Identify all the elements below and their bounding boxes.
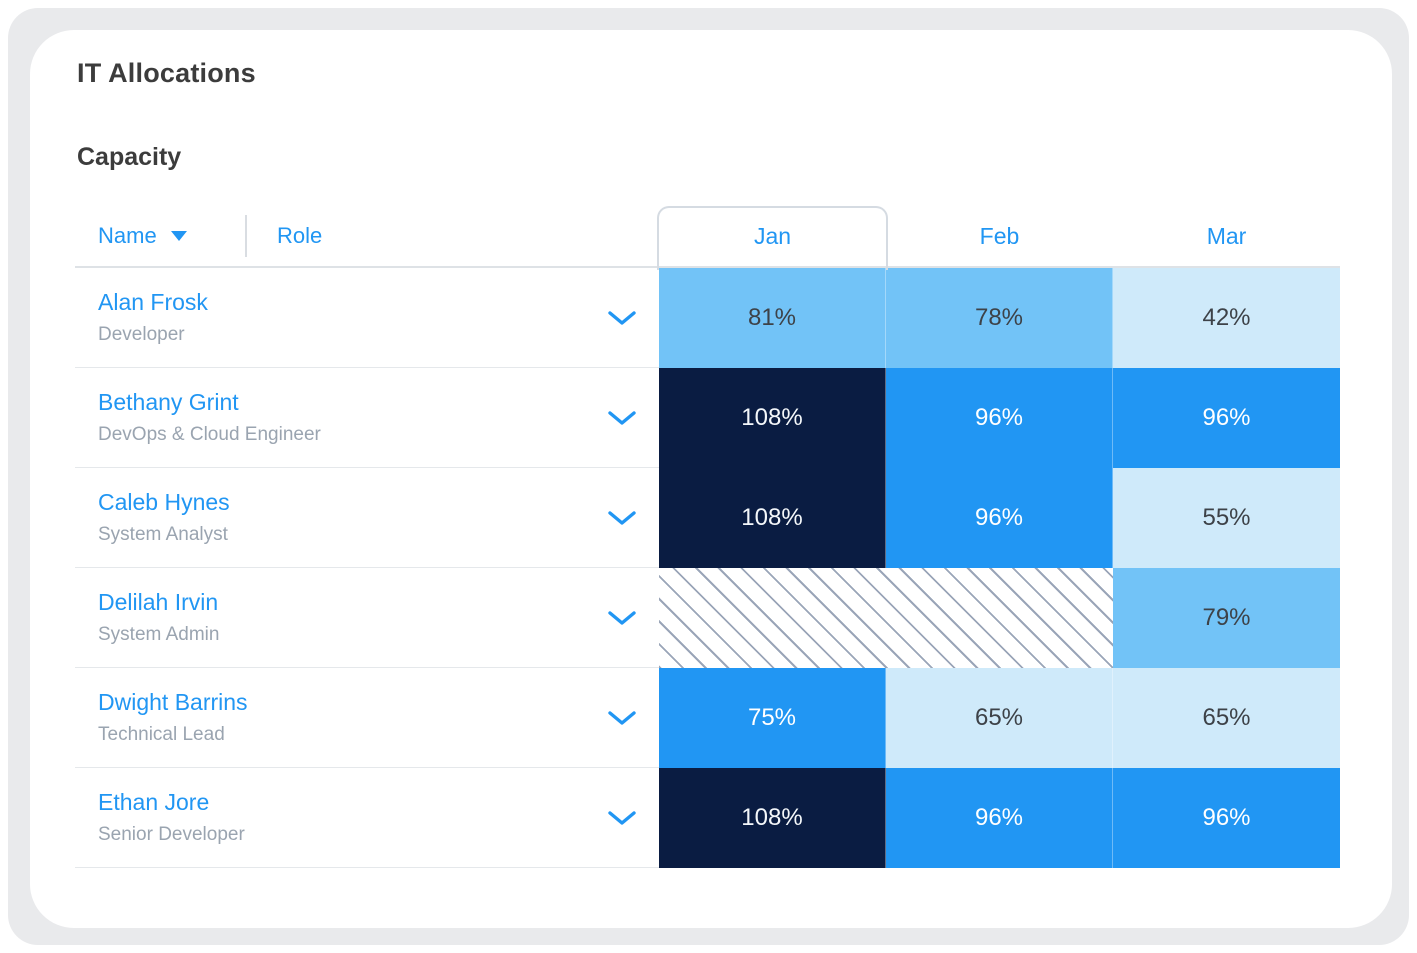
capacity-cell-feb[interactable]: 96% (886, 768, 1113, 868)
capacity-cell-mar[interactable]: 42% (1113, 268, 1340, 368)
person-name[interactable]: Delilah Irvin (98, 589, 219, 615)
name-column-header[interactable]: Name (98, 223, 157, 248)
capacity-cell-mar[interactable]: 96% (1113, 368, 1340, 468)
person-cell[interactable]: Delilah Irvin System Admin (75, 568, 659, 668)
capacity-cell-jan[interactable]: 108% (659, 768, 886, 868)
chevron-down-icon[interactable] (607, 610, 637, 626)
table-row: Bethany Grint DevOps & Cloud Engineer 10… (75, 368, 1340, 468)
person-role: Senior Developer (98, 824, 245, 845)
person-name[interactable]: Ethan Jore (98, 789, 210, 815)
table-header: Name Role Jan Feb Mar (75, 206, 1340, 270)
capacity-cell-unavailable[interactable] (659, 568, 1113, 668)
page-title: IT Allocations (77, 58, 256, 88)
month-tab-feb[interactable]: Feb (979, 222, 1020, 249)
chevron-down-icon[interactable] (607, 810, 637, 826)
capacity-cell-mar[interactable]: 96% (1113, 768, 1340, 868)
person-cell[interactable]: Bethany Grint DevOps & Cloud Engineer (75, 368, 659, 468)
person-role: Technical Lead (98, 724, 225, 745)
allocations-card: IT Allocations Capacity Name Role Jan Fe… (30, 30, 1392, 928)
header-left: Name Role (75, 206, 659, 266)
capacity-cell-mar[interactable]: 79% (1113, 568, 1340, 668)
gray-frame: IT Allocations Capacity Name Role Jan Fe… (8, 8, 1409, 945)
month-tab-mar[interactable]: Mar (1206, 222, 1247, 249)
header-column-divider (245, 215, 247, 257)
capacity-table: Name Role Jan Feb Mar Alan Frosk D (75, 206, 1340, 868)
person-cell[interactable]: Dwight Barrins Technical Lead (75, 668, 659, 768)
person-name[interactable]: Alan Frosk (98, 289, 208, 315)
capacity-cell-mar[interactable]: 55% (1113, 468, 1340, 568)
person-role: System Analyst (98, 524, 228, 545)
person-cell[interactable]: Caleb Hynes System Analyst (75, 468, 659, 568)
person-name[interactable]: Bethany Grint (98, 389, 239, 415)
table-row: Ethan Jore Senior Developer 108% 96% 96% (75, 768, 1340, 868)
sort-by-name-control[interactable]: Name (98, 206, 187, 266)
capacity-cell-jan[interactable]: 108% (659, 468, 886, 568)
capacity-cell-jan[interactable]: 75% (659, 668, 886, 768)
table-row: Dwight Barrins Technical Lead 75% 65% 65… (75, 668, 1340, 768)
capacity-cell-jan[interactable]: 81% (659, 268, 886, 368)
person-name[interactable]: Dwight Barrins (98, 689, 248, 715)
table-row: Delilah Irvin System Admin 79% (75, 568, 1340, 668)
chevron-down-icon[interactable] (607, 310, 637, 326)
chevron-down-icon[interactable] (607, 510, 637, 526)
capacity-cell-jan[interactable]: 108% (659, 368, 886, 468)
table-row: Alan Frosk Developer 81% 78% 42% (75, 268, 1340, 368)
person-name[interactable]: Caleb Hynes (98, 489, 230, 515)
capacity-cell-feb[interactable]: 96% (886, 368, 1113, 468)
sort-triangle-icon[interactable] (170, 231, 187, 241)
person-cell[interactable]: Ethan Jore Senior Developer (75, 768, 659, 868)
capacity-cell-mar[interactable]: 65% (1113, 668, 1340, 768)
chevron-down-icon[interactable] (607, 410, 637, 426)
person-cell[interactable]: Alan Frosk Developer (75, 268, 659, 368)
section-title: Capacity (77, 143, 182, 171)
person-role: System Admin (98, 624, 220, 645)
capacity-cell-feb[interactable]: 65% (886, 668, 1113, 768)
person-role: Developer (98, 324, 185, 345)
person-role: DevOps & Cloud Engineer (98, 424, 321, 445)
role-column-header: Role (277, 223, 323, 248)
chevron-down-icon[interactable] (607, 710, 637, 726)
capacity-cell-feb[interactable]: 78% (886, 268, 1113, 368)
table-row: Caleb Hynes System Analyst 108% 96% 55% (75, 468, 1340, 568)
capacity-cell-feb[interactable]: 96% (886, 468, 1113, 568)
month-tab-jan[interactable]: Jan (753, 222, 792, 249)
